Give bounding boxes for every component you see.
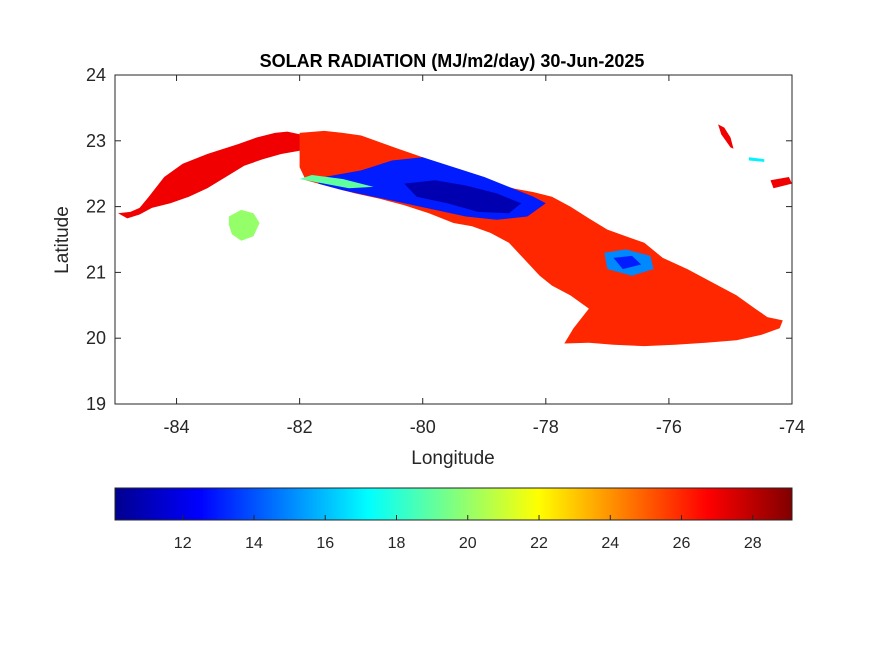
y-tick-label: 19 [86,394,106,414]
y-axis: 19 20 21 22 23 24 [86,65,792,414]
region-cays-north [299,175,374,189]
x-tick-label: -74 [779,417,805,437]
region-bahamas-e2 [770,177,792,189]
chart-title: SOLAR RADIATION (MJ/m2/day) 30-Jun-2025 [260,51,645,71]
colorbar-tick-label: 20 [459,535,477,552]
region-center-core [404,180,522,214]
colorbar-tick-label: 28 [744,535,762,552]
colorbar-tick-label: 16 [316,535,334,552]
region-western [118,131,309,219]
region-bahamas-e [748,157,765,162]
plot-area [115,75,792,404]
map-layer [118,124,792,347]
y-tick-label: 20 [86,328,106,348]
y-axis-label: Latitude [52,206,73,274]
x-tick-label: -82 [287,417,313,437]
y-tick-label: 22 [86,197,106,217]
y-tick-label: 23 [86,131,106,151]
colorbar [114,487,793,521]
x-tick-label: -84 [164,417,190,437]
colorbar-tick-label: 26 [673,535,691,552]
region-east-core [613,255,642,270]
colorbar-tick-label: 12 [174,535,192,552]
colorbar-tick-label: 22 [530,535,548,552]
y-tick-label: 24 [86,65,106,85]
colorbar-tick-label: 14 [245,535,263,552]
region-isla-de-la-juventud [228,209,260,241]
region-bahamas-ne [718,124,734,149]
y-tick-label: 21 [86,262,106,282]
x-axis: -84 -82 -80 -78 -76 -74 [164,75,805,437]
colorbar-ticks: 12 14 16 18 20 22 24 26 28 [174,515,762,552]
x-axis-label: Longitude [411,448,494,469]
x-tick-label: -80 [410,417,436,437]
colorbar-tick-label: 24 [601,535,619,552]
colorbar-tick-label: 18 [388,535,406,552]
x-tick-label: -76 [656,417,682,437]
x-tick-label: -78 [533,417,559,437]
plot-frame [114,74,793,405]
